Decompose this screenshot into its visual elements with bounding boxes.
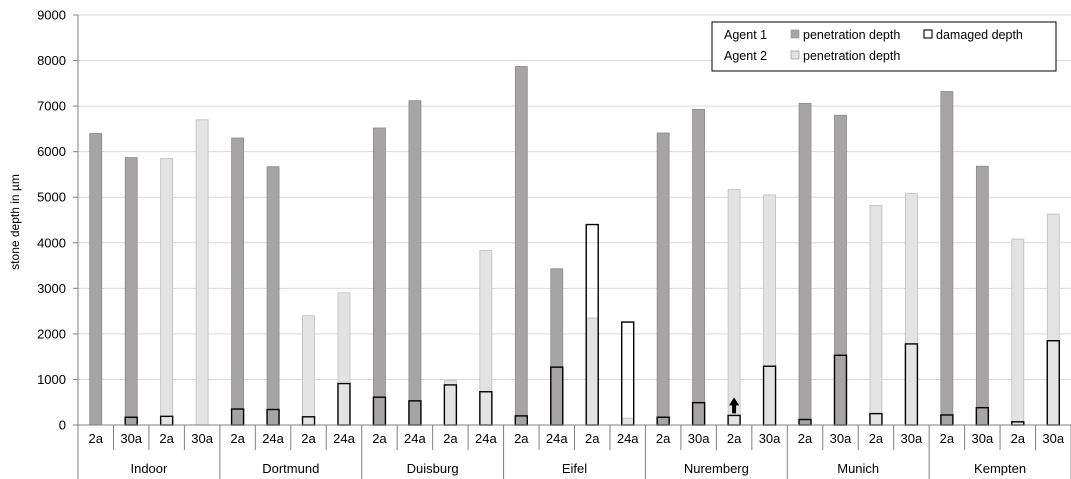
x-group-label: Indoor [130, 461, 168, 476]
y-tick-label: 6000 [37, 144, 66, 159]
x-tick-label: 2a [869, 431, 884, 446]
penetration-depth-bar-19 [727, 189, 741, 426]
penetration-depth-bar-15 [585, 317, 599, 426]
x-group-label: Duisburg [407, 461, 459, 476]
y-tick-label: 7000 [37, 99, 66, 114]
penetration-depth-bar-3 [160, 158, 174, 426]
penetration-depth-bar-9 [373, 127, 386, 426]
y-tick-label: 3000 [37, 281, 66, 296]
penetration-depth-bar-25 [940, 91, 954, 426]
penetration-depth-bar-14 [550, 268, 564, 426]
legend-swatch-a1-penetration [790, 29, 800, 39]
x-tick-label: 2a [1011, 431, 1026, 446]
x-tick-label: 24a [475, 431, 497, 446]
x-tick-label: 30a [1042, 431, 1064, 446]
y-tick-label: 2000 [37, 326, 66, 341]
x-tick-label: 2a [372, 431, 387, 446]
legend-entry-label: penetration depth [803, 28, 900, 42]
x-group-label: Munich [837, 461, 879, 476]
penetration-depth-bar-7 [302, 315, 315, 426]
overflow-arrow-icon [729, 397, 740, 414]
x-tick-label: 30a [191, 431, 213, 446]
penetration-depth-bar-13 [514, 66, 528, 426]
x-tick-label: 2a [656, 431, 671, 446]
penetration-depth-bar-28 [1046, 213, 1060, 426]
damaged-depth-bar-16 [620, 321, 635, 426]
x-tick-label: 2a [727, 431, 742, 446]
axes: 0 1000 2000 3000 4000 5000 6000 7000 8000 9000 2a 3… [37, 8, 1071, 479]
legend-box [711, 21, 1057, 72]
penetration-depth-bar-8 [337, 292, 351, 426]
penetration-depth-bar-6 [266, 166, 280, 426]
x-tick-label: 2a [159, 431, 174, 446]
x-tick-label: 30a [120, 431, 142, 446]
penetration-depth-bar-17 [656, 132, 670, 426]
penetration-depth-bar-10 [408, 100, 422, 426]
x-tick-label: 30a [901, 431, 923, 446]
x-group-label: Kempten [974, 461, 1026, 476]
x-tick-label: 2a [443, 431, 458, 446]
x-tick-label: 24a [617, 431, 639, 446]
x-tick-label: 30a [830, 431, 852, 446]
penetration-depth-bar-1 [89, 133, 103, 426]
penetration-depth-bar-20 [763, 194, 776, 426]
x-tick-label: 30a [971, 431, 993, 446]
x-tick-label: 24a [262, 431, 284, 446]
y-tick-label: 4000 [37, 235, 66, 250]
y-tick-label: 8000 [37, 53, 66, 68]
x-group-label: Nuremberg [684, 461, 749, 476]
x-tick-label: 2a [940, 431, 955, 446]
penetration-depth-bar-18 [692, 108, 706, 426]
x-tick-label: 2a [301, 431, 316, 446]
x-group-label: Dortmund [262, 461, 319, 476]
x-tick-label: 30a [759, 431, 781, 446]
penetration-depth-bar-16 [621, 417, 635, 426]
x-tick-label: 30a [688, 431, 710, 446]
penetration-depth-bar-4 [195, 119, 209, 426]
y-tick-label: 9000 [37, 8, 66, 23]
penetration-depth-bar-5 [231, 137, 244, 426]
legend-swatch-damaged [923, 29, 933, 39]
x-tick-label: 2a [88, 431, 103, 446]
legend-entry-label: damaged depth [936, 28, 1023, 42]
y-tick-label: 0 [59, 418, 66, 433]
x-tick-label: 24a [404, 431, 426, 446]
penetration-depth-bar-24 [905, 193, 918, 426]
penetration-depth-bar-2 [124, 157, 138, 426]
legend-row-label: Agent 1 [724, 28, 767, 42]
penetration-depth-bar-26 [975, 165, 989, 426]
legend-row-label: Agent 2 [724, 49, 767, 63]
x-tick-label: 2a [798, 431, 813, 446]
penetration-depth-bar-12 [479, 250, 493, 426]
penetration-depth-bar-22 [834, 114, 847, 426]
y-tick-label: 1000 [37, 372, 66, 387]
penetration-depth-bar-11 [443, 379, 457, 426]
y-axis-title: stone depth in µm [8, 174, 22, 270]
x-tick-label: 24a [333, 431, 355, 446]
penetration-depth-bar-27 [1011, 238, 1025, 426]
legend: Agent 1 penetration depth damaged depth Age… [711, 21, 1057, 72]
x-tick-label: 2a [230, 431, 245, 446]
y-tick-label: 5000 [37, 190, 66, 205]
bars [89, 66, 1060, 426]
x-tick-label: 2a [514, 431, 529, 446]
legend-swatch-a2-penetration [790, 50, 800, 60]
legend-entry-label: penetration depth [803, 49, 900, 63]
x-group-label: Eifel [562, 461, 587, 476]
x-tick-label: 2a [585, 431, 600, 446]
penetration-depth-bar-21 [798, 102, 812, 426]
x-tick-label: 24a [546, 431, 568, 446]
penetration-depth-bar-23 [869, 205, 883, 426]
